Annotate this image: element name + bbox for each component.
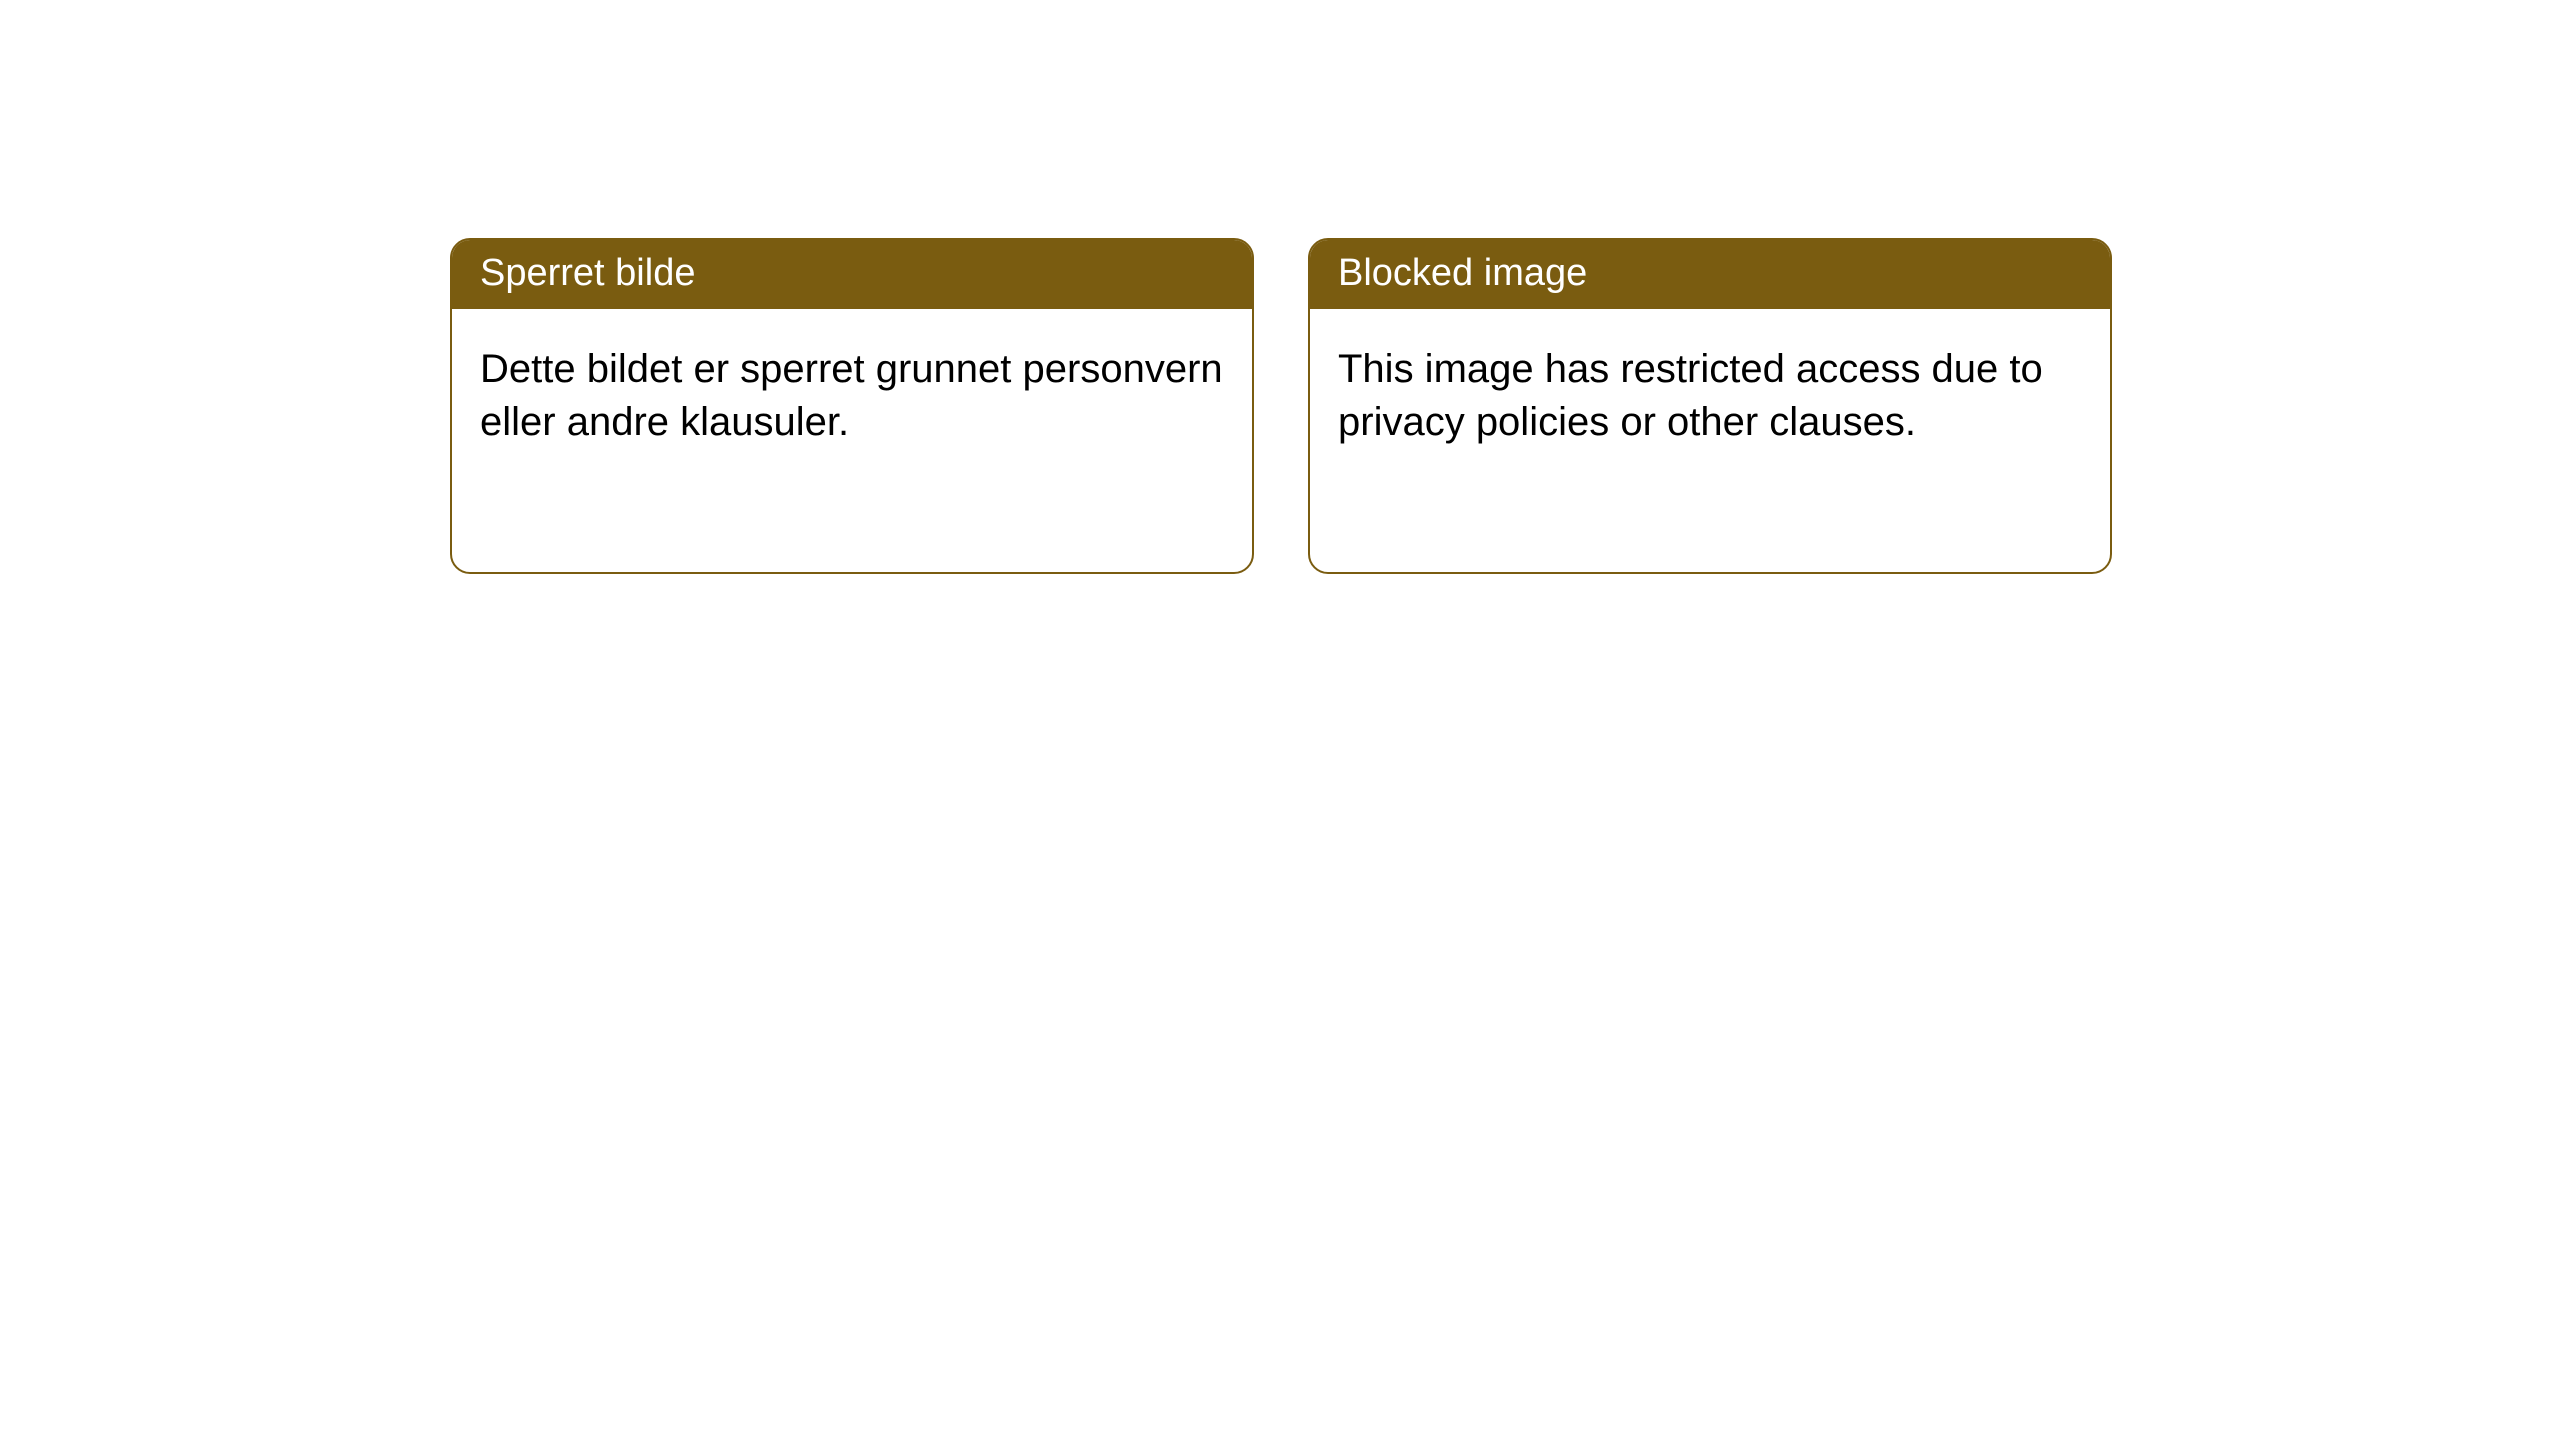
notice-card-title: Sperret bilde (452, 240, 1252, 309)
notice-cards-container: Sperret bilde Dette bildet er sperret gr… (450, 238, 2112, 574)
notice-card-body: Dette bildet er sperret grunnet personve… (452, 309, 1252, 483)
notice-card-body: This image has restricted access due to … (1310, 309, 2110, 483)
notice-card-norwegian: Sperret bilde Dette bildet er sperret gr… (450, 238, 1254, 574)
notice-card-english: Blocked image This image has restricted … (1308, 238, 2112, 574)
notice-card-title: Blocked image (1310, 240, 2110, 309)
